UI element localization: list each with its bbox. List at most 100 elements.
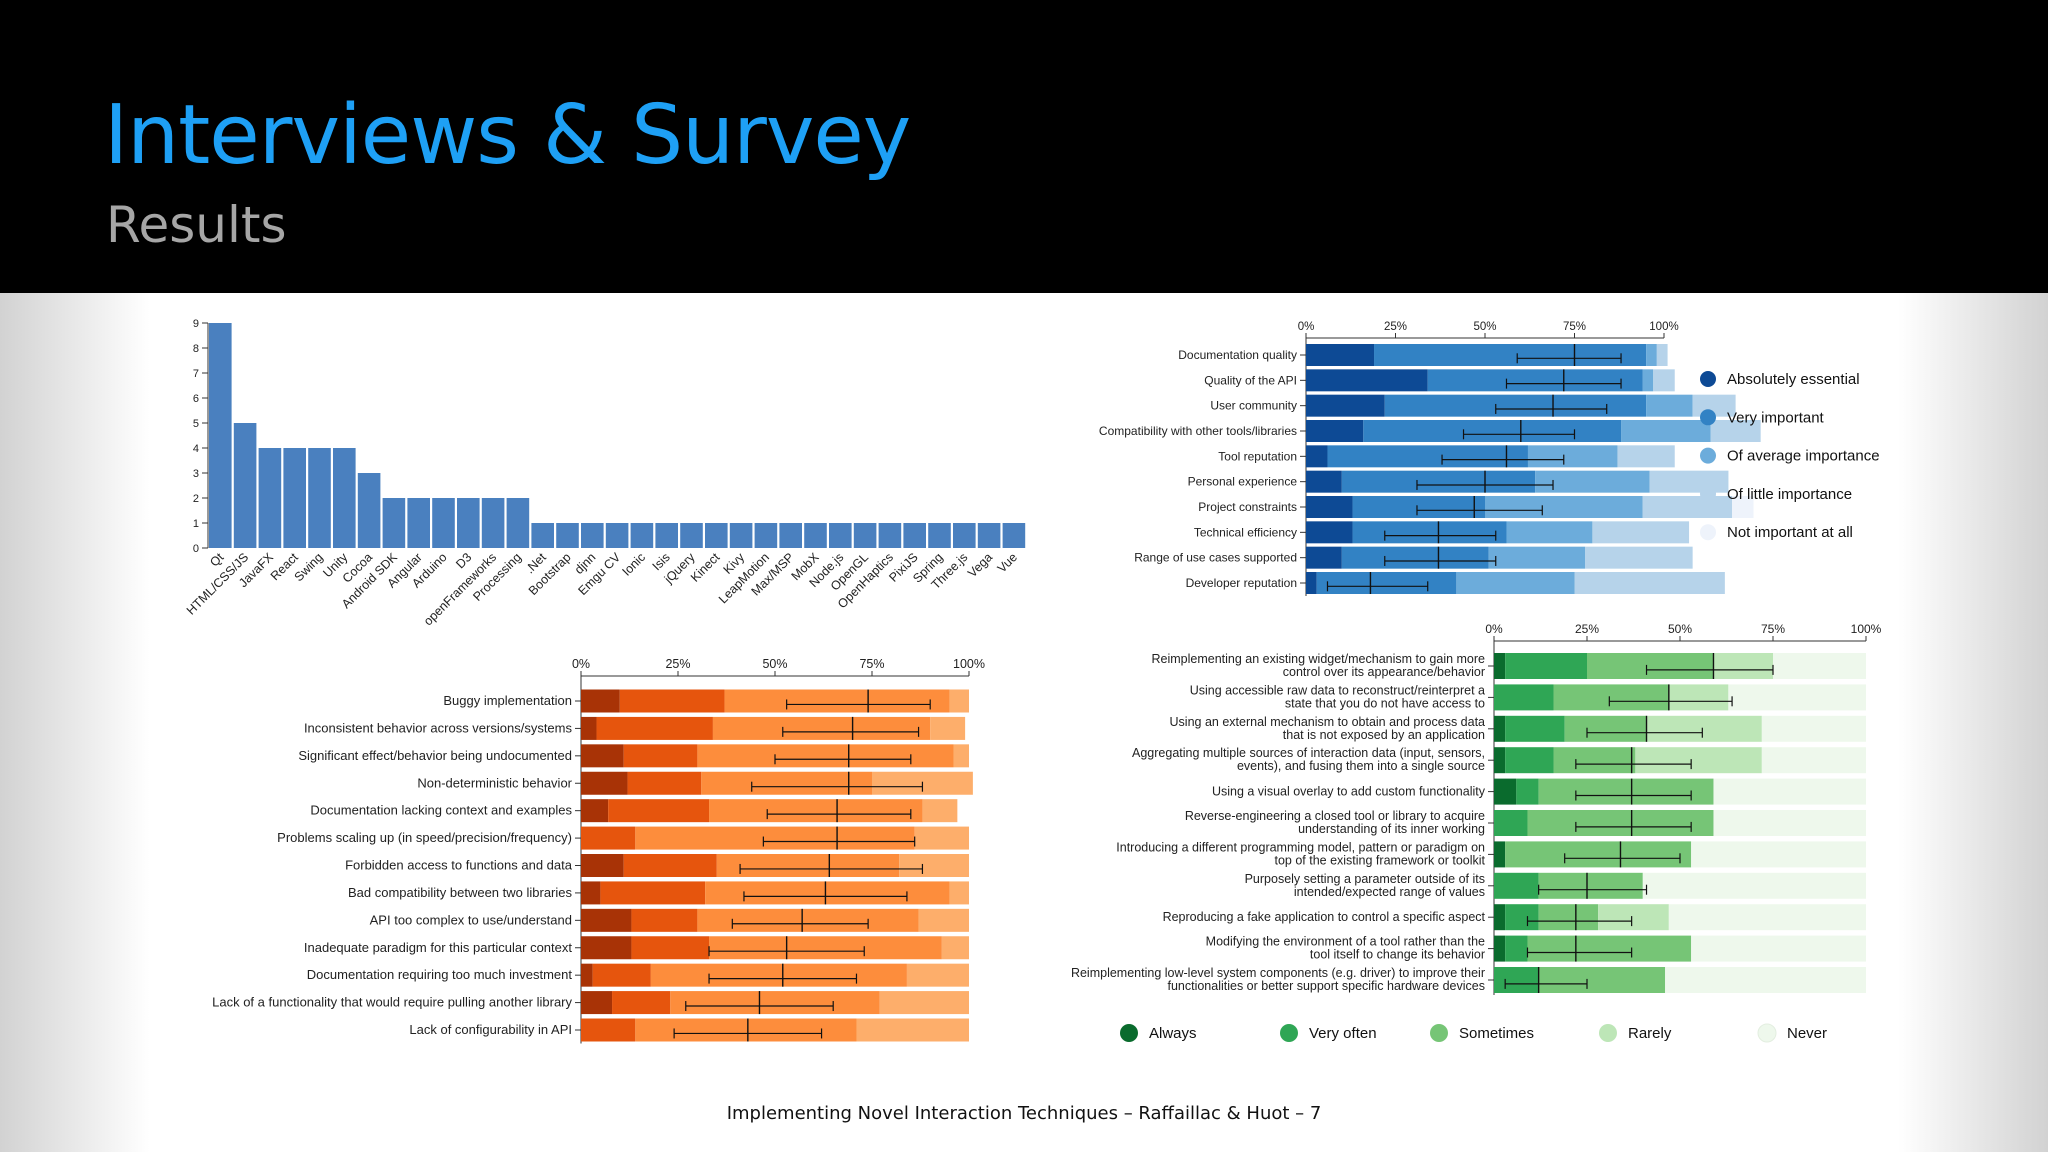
bar [481, 498, 505, 548]
bar-segment [1494, 872, 1539, 899]
bar-segment [1527, 810, 1714, 836]
category-label-line: Reimplementing an existing widget/mechan… [1152, 652, 1486, 666]
bar-segment [1306, 369, 1428, 392]
bar-segment [623, 744, 698, 768]
category-label: Lack of a functionality that would requi… [212, 995, 572, 1010]
bar-segment [724, 689, 950, 713]
bar-segment [1592, 521, 1690, 544]
bar [853, 523, 877, 548]
bar-segment [1505, 904, 1539, 931]
bar-segment [1773, 653, 1866, 679]
bar-segment [949, 881, 969, 905]
category-label: Bad compatibility between two libraries [348, 885, 572, 900]
category-label-line: Aggregating multiple sources of interact… [1132, 746, 1485, 760]
bar-segment [1617, 445, 1675, 468]
x-tick-label: 25% [665, 657, 690, 671]
x-tick-label: 50% [762, 657, 787, 671]
category-label: Significant effect/behavior being undocu… [298, 748, 572, 763]
bar [258, 448, 282, 548]
y-tick-label: 5 [193, 418, 199, 430]
category-label-line: functionalities or better support specif… [1167, 979, 1485, 993]
bar-segment [1761, 747, 1866, 774]
x-tick-label: 50% [1473, 321, 1496, 333]
category-label-line: Reimplementing low-level system componen… [1071, 966, 1485, 980]
legend-label: Of average importance [1727, 448, 1880, 465]
bar-segment [701, 771, 872, 795]
y-tick-label: 9 [193, 318, 199, 330]
legend-swatch [1700, 524, 1716, 541]
slide-subtitle: Results [106, 196, 287, 254]
bar-segment [1728, 684, 1866, 711]
bar-segment [1710, 420, 1761, 442]
bar-segment [1384, 394, 1647, 417]
bar-segment [1761, 715, 1866, 742]
bar-segment [1642, 496, 1733, 518]
bar [209, 323, 232, 548]
y-tick-label: 4 [193, 443, 199, 455]
bar-segment [1527, 445, 1618, 468]
category-label-line: Purposely setting a parameter outside of… [1245, 872, 1485, 886]
bar-segment [1553, 684, 1669, 711]
bar-segment [1527, 935, 1692, 962]
category-label: Problems scaling up (in speed/precision/… [277, 830, 572, 845]
x-tick-label: 100% [1851, 622, 1882, 636]
bar [829, 523, 852, 548]
legend-swatch [1700, 447, 1716, 464]
bar-segment [1691, 935, 1866, 962]
category-label: API too complex to use/understand [370, 912, 572, 927]
bar-segment [1642, 872, 1866, 899]
bar-segment [581, 826, 636, 850]
category-label: Reproducing a fake application to contro… [1163, 910, 1486, 924]
bar-segment [1713, 810, 1866, 836]
bar-segment [697, 908, 919, 932]
category-label: Compatibility with other tools/libraries [1099, 424, 1297, 438]
x-tick-label: 25% [1384, 321, 1407, 333]
bar-segment [1494, 935, 1506, 962]
bar-segment [1621, 420, 1711, 442]
bar-segment [670, 991, 880, 1015]
bar-segment [1713, 778, 1866, 805]
bar-segment [1327, 445, 1528, 468]
x-tick-label: 75% [1761, 622, 1785, 636]
bar-segment [635, 826, 915, 850]
category-label: Quality of the API [1204, 373, 1297, 387]
category-label: Developer reputation [1186, 576, 1297, 590]
bar [729, 523, 753, 548]
legend-label: Rarely [1628, 1025, 1672, 1042]
bar-segment [1732, 496, 1754, 518]
bar-segment [1494, 653, 1506, 679]
bar-segment [941, 936, 969, 960]
bar-segment [918, 908, 969, 932]
bar-segment [1494, 841, 1506, 868]
category-label: Using an external mechanism to obtain an… [1170, 715, 1486, 742]
bar-segment [856, 1018, 969, 1042]
bar-segment [1642, 369, 1654, 392]
x-tick-label: Swing [292, 550, 326, 584]
bar-segment [581, 716, 597, 740]
category-label-line: Modifying the environment of a tool rath… [1206, 935, 1485, 949]
bar-segment [1646, 394, 1693, 417]
toolkit-bar-chart: 0123456789QtHTML/CSS/JSJavaFXReactSwingU… [184, 318, 1026, 628]
bar [357, 473, 381, 548]
bar [1002, 523, 1026, 548]
x-tick-label: 25% [1575, 622, 1599, 636]
bar-segment [1587, 653, 1714, 679]
bar-segment [1653, 369, 1675, 392]
category-label: Introducing a different programming mode… [1116, 840, 1485, 867]
bar [308, 448, 331, 548]
bar-segment [1535, 470, 1650, 493]
x-tick-label: 0% [572, 657, 590, 671]
bar-segment [697, 744, 954, 768]
bar-segment [1691, 841, 1866, 868]
bar-segment [1574, 572, 1725, 594]
bar [953, 523, 976, 548]
bar-segment [1306, 420, 1364, 442]
bar [382, 498, 406, 548]
bar-segment [1488, 546, 1586, 569]
category-label-line: intended/expected range of values [1294, 885, 1485, 899]
bar-segment [581, 963, 593, 987]
bar-segment [1494, 715, 1506, 742]
bar-segment [1516, 778, 1539, 805]
bar-segment [1306, 470, 1342, 493]
bar [630, 523, 654, 548]
